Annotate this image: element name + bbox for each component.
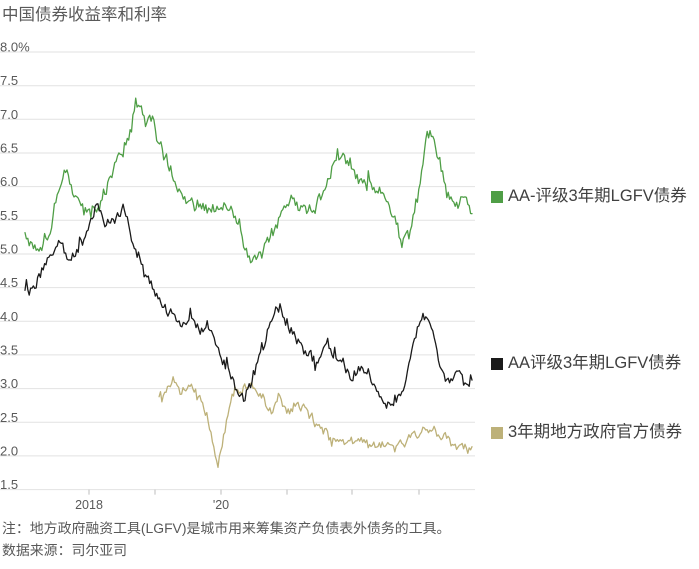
- svg-text:2.5: 2.5: [0, 410, 18, 425]
- svg-text:中国债券收益率和利率: 中国债券收益率和利率: [2, 5, 167, 24]
- svg-text:'20: '20: [213, 498, 229, 512]
- svg-text:7.0: 7.0: [0, 107, 18, 122]
- svg-text:3.5: 3.5: [0, 342, 18, 357]
- svg-text:6.5: 6.5: [0, 141, 18, 156]
- svg-text:5.0: 5.0: [0, 242, 18, 257]
- svg-text:5.5: 5.5: [0, 208, 18, 223]
- svg-text:4.5: 4.5: [0, 275, 18, 290]
- svg-text:AA-评级3年期LGFV债券: AA-评级3年期LGFV债券: [508, 186, 687, 205]
- svg-text:3.0: 3.0: [0, 376, 18, 391]
- svg-text:注：地方政府融资工具(LGFV)是城市用来筹集资产负债表外债: 注：地方政府融资工具(LGFV)是城市用来筹集资产负债表外债务的工具。: [2, 520, 450, 536]
- svg-text:AA评级3年期LGFV债券: AA评级3年期LGFV债券: [508, 353, 682, 372]
- svg-text:8.0%: 8.0%: [0, 40, 30, 55]
- svg-text:1.5: 1.5: [0, 477, 18, 492]
- svg-text:7.5: 7.5: [0, 73, 18, 88]
- svg-text:2018: 2018: [75, 498, 103, 512]
- svg-text:6.0: 6.0: [0, 174, 18, 189]
- svg-text:2.0: 2.0: [0, 443, 18, 458]
- svg-text:数据来源：司尔亚司: 数据来源：司尔亚司: [2, 542, 127, 558]
- svg-text:3年期地方政府官方债券: 3年期地方政府官方债券: [508, 422, 683, 441]
- svg-text:4.0: 4.0: [0, 309, 18, 324]
